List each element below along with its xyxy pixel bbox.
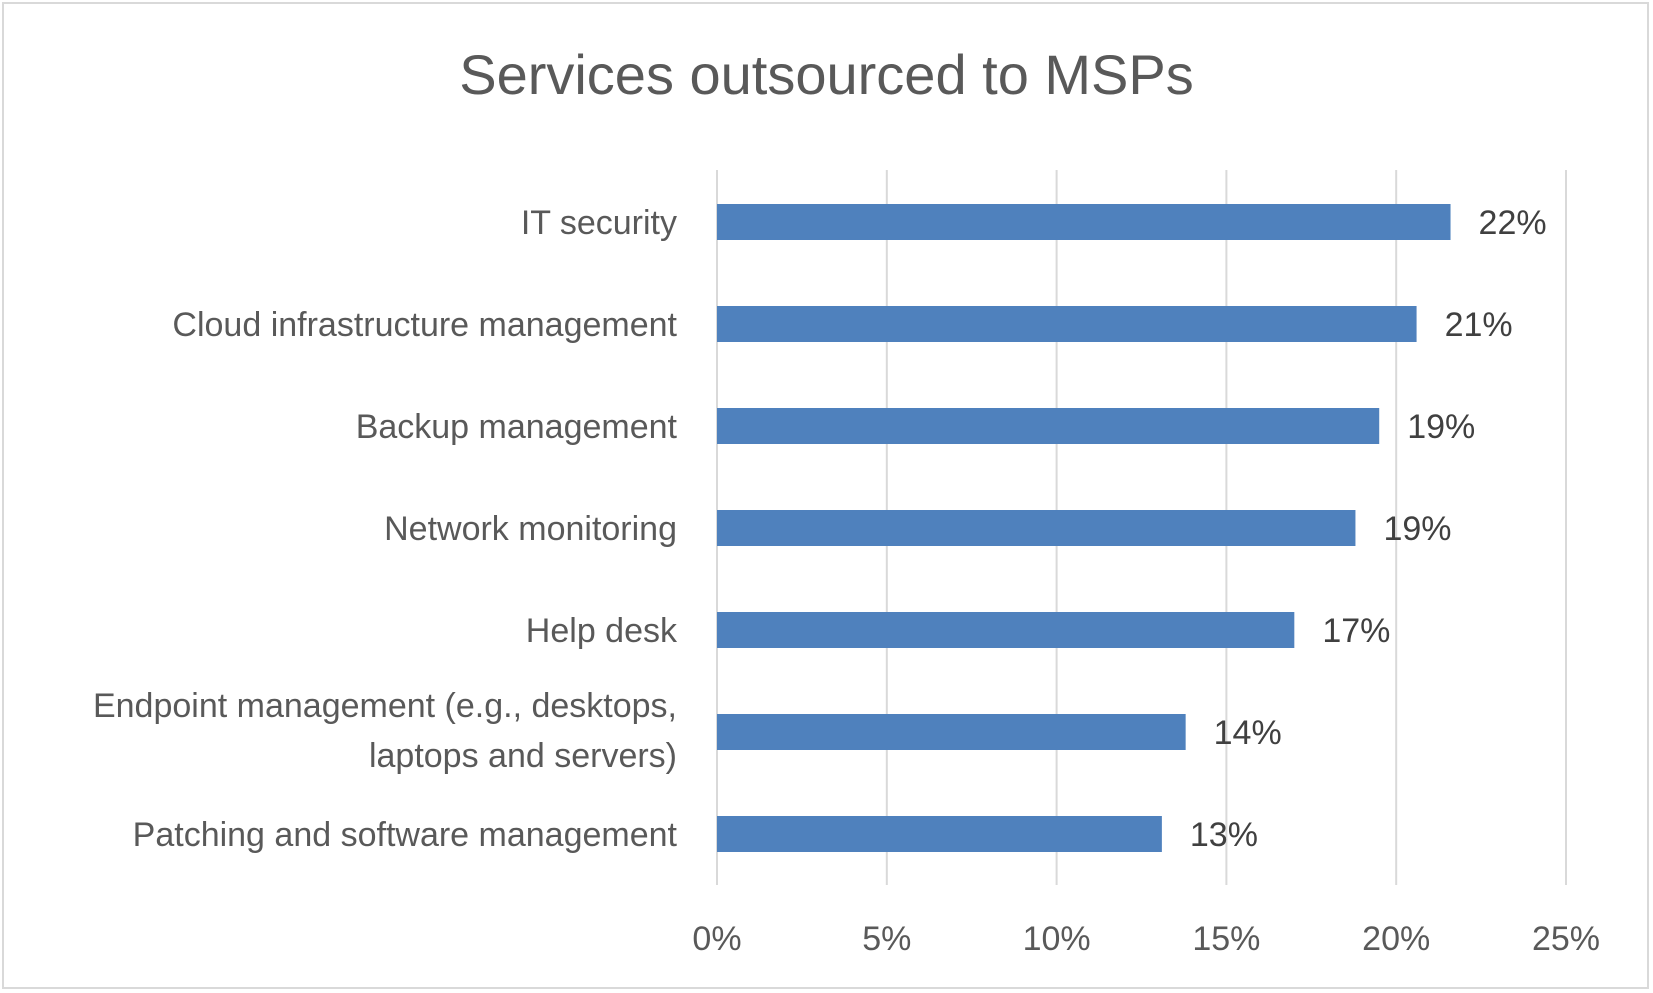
category-labels: IT security Cloud infrastructure manageme…: [93, 204, 678, 854]
x-tick-label-25: 25%: [1532, 920, 1600, 958]
data-label-4: 19%: [1383, 510, 1451, 548]
bars: [717, 204, 1451, 852]
category-label-2: Cloud infrastructure management: [172, 306, 677, 344]
data-label-7: 13%: [1190, 816, 1258, 854]
x-tick-label-15: 15%: [1192, 920, 1260, 958]
category-label-line: Endpoint management (e.g., desktops,: [93, 687, 677, 725]
category-label-1: IT security: [521, 204, 677, 242]
bar-1: [717, 204, 1451, 240]
category-label-line: IT security: [521, 204, 677, 242]
bar-3: [717, 408, 1380, 444]
category-label-line: Backup management: [356, 408, 678, 446]
category-label-5: Help desk: [526, 612, 678, 650]
category-label-line: Patching and software management: [133, 816, 678, 854]
data-label-3: 19%: [1407, 408, 1475, 446]
x-tick-label-0: 0%: [692, 920, 741, 958]
bar-5: [717, 612, 1295, 648]
x-tick-label-20: 20%: [1362, 920, 1430, 958]
x-tick-label-10: 10%: [1023, 920, 1091, 958]
data-label-6: 14%: [1214, 714, 1282, 752]
data-labels: 22% 21% 19% 19% 17% 14% 13%: [1190, 204, 1547, 854]
chart-title: Services outsourced to MSPs: [459, 43, 1194, 106]
data-label-2: 21%: [1445, 306, 1513, 344]
data-label-5: 17%: [1322, 612, 1390, 650]
category-label-6: Endpoint management (e.g., desktops, lapt…: [93, 687, 677, 775]
x-tick-label-5: 5%: [862, 920, 911, 958]
bar-4: [717, 510, 1356, 546]
data-label-1: 22%: [1479, 204, 1547, 242]
category-label-line: Help desk: [526, 612, 678, 650]
category-label-line: laptops and servers): [369, 737, 677, 775]
bar-7: [717, 816, 1162, 852]
bar-6: [717, 714, 1186, 750]
category-label-line: Network monitoring: [384, 510, 677, 548]
category-label-line: Cloud infrastructure management: [172, 306, 677, 344]
category-label-7: Patching and software management: [133, 816, 678, 854]
category-label-3: Backup management: [356, 408, 678, 446]
category-label-4: Network monitoring: [384, 510, 677, 548]
x-axis-tick-labels: 0% 5% 10% 15% 20% 25%: [692, 920, 1600, 958]
bar-2: [717, 306, 1417, 342]
